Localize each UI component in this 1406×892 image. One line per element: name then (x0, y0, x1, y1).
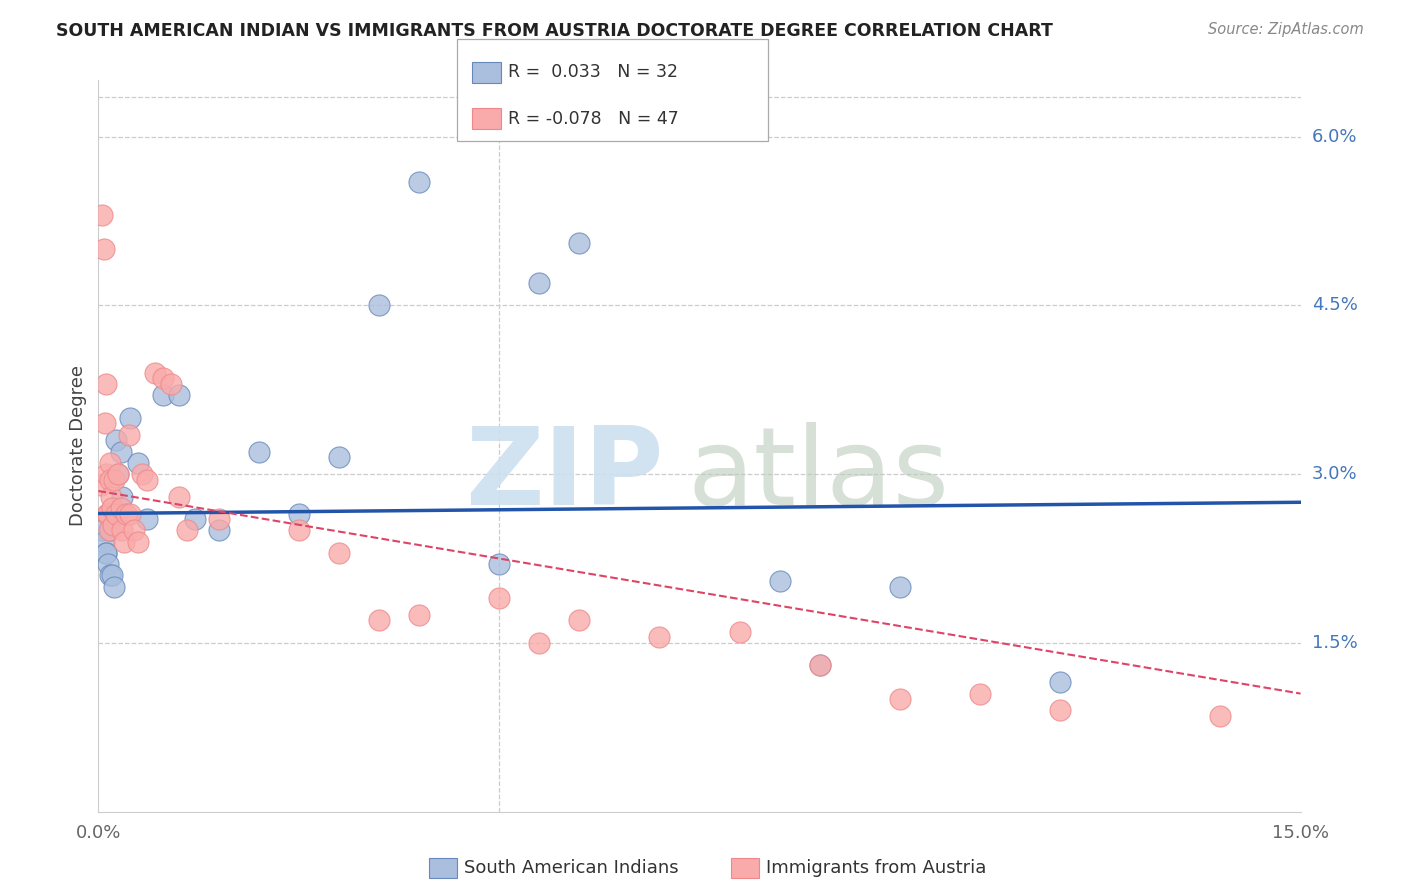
Point (107, 467, 129, 482)
Point (408, 175, 430, 189)
Point (128, 456, 150, 470)
Point (118, 427, 141, 442)
Point (97, 524, 120, 538)
Point (135, 512, 157, 526)
Text: 4.5%: 4.5% (1312, 296, 1358, 314)
Text: ZIP: ZIP (465, 422, 664, 528)
Point (328, 546, 350, 560)
Point (103, 473, 125, 487)
Point (208, 512, 231, 526)
Point (101, 517, 124, 532)
Point (287, 524, 309, 538)
Text: 6.0%: 6.0% (1312, 128, 1357, 145)
Point (1209, 709, 1232, 723)
Point (808, 658, 831, 673)
Point (98, 568, 121, 582)
Point (152, 388, 174, 402)
Point (120, 410, 142, 425)
Point (131, 467, 153, 482)
Point (93, 534, 115, 549)
Point (488, 557, 510, 571)
Point (101, 500, 124, 515)
Point (91, 524, 114, 538)
Text: 1.5%: 1.5% (1312, 634, 1357, 652)
Text: Immigrants from Austria: Immigrants from Austria (766, 859, 987, 877)
Text: Source: ZipAtlas.com: Source: ZipAtlas.com (1208, 22, 1364, 37)
Point (889, 692, 911, 706)
Point (728, 624, 751, 639)
Text: 3.0%: 3.0% (1312, 465, 1357, 483)
Point (176, 524, 198, 538)
Point (97, 557, 120, 571)
Text: atlas: atlas (688, 422, 949, 528)
Text: SOUTH AMERICAN INDIAN VS IMMIGRANTS FROM AUSTRIA DOCTORATE DEGREE CORRELATION CH: SOUTH AMERICAN INDIAN VS IMMIGRANTS FROM… (56, 22, 1053, 40)
Text: South American Indians: South American Indians (464, 859, 679, 877)
Point (408, 607, 430, 622)
Point (100, 473, 122, 487)
Point (287, 507, 309, 521)
Point (94, 417, 117, 431)
Point (167, 388, 190, 402)
Point (90, 478, 112, 492)
Point (96, 507, 118, 521)
Point (101, 568, 124, 582)
Point (120, 507, 142, 521)
Point (110, 500, 132, 515)
Point (648, 630, 671, 644)
Point (135, 473, 157, 487)
Point (143, 366, 166, 380)
Point (128, 534, 150, 549)
Point (808, 658, 831, 673)
Point (105, 434, 128, 448)
Point (247, 444, 270, 458)
Point (111, 490, 134, 504)
Point (100, 524, 122, 538)
Point (183, 512, 205, 526)
Point (107, 467, 129, 482)
Point (98, 456, 121, 470)
Point (568, 236, 591, 251)
Point (529, 276, 551, 290)
Point (96, 546, 118, 560)
Point (93, 242, 115, 256)
Point (152, 371, 174, 385)
Point (1049, 675, 1071, 690)
Point (100, 490, 122, 504)
Point (103, 580, 125, 594)
Point (105, 507, 128, 521)
Point (328, 450, 350, 465)
Point (208, 524, 231, 538)
Point (529, 636, 551, 650)
Point (167, 490, 190, 504)
Point (96, 467, 118, 482)
Point (115, 507, 138, 521)
Point (889, 580, 911, 594)
Point (969, 687, 991, 701)
Point (111, 524, 134, 538)
Point (112, 534, 135, 549)
Point (368, 614, 391, 628)
Point (124, 524, 146, 538)
Y-axis label: Doctorate Degree: Doctorate Degree (69, 366, 87, 526)
Point (110, 444, 132, 458)
Point (94, 377, 117, 392)
Point (568, 614, 591, 628)
Point (368, 298, 391, 312)
Point (97, 507, 120, 521)
Text: R =  0.033   N = 32: R = 0.033 N = 32 (508, 63, 678, 81)
Point (1049, 703, 1071, 717)
Point (768, 574, 790, 588)
Text: R = -0.078   N = 47: R = -0.078 N = 47 (508, 110, 678, 128)
Point (488, 591, 510, 605)
Point (94, 546, 117, 560)
Point (159, 377, 181, 392)
Point (91, 208, 114, 222)
